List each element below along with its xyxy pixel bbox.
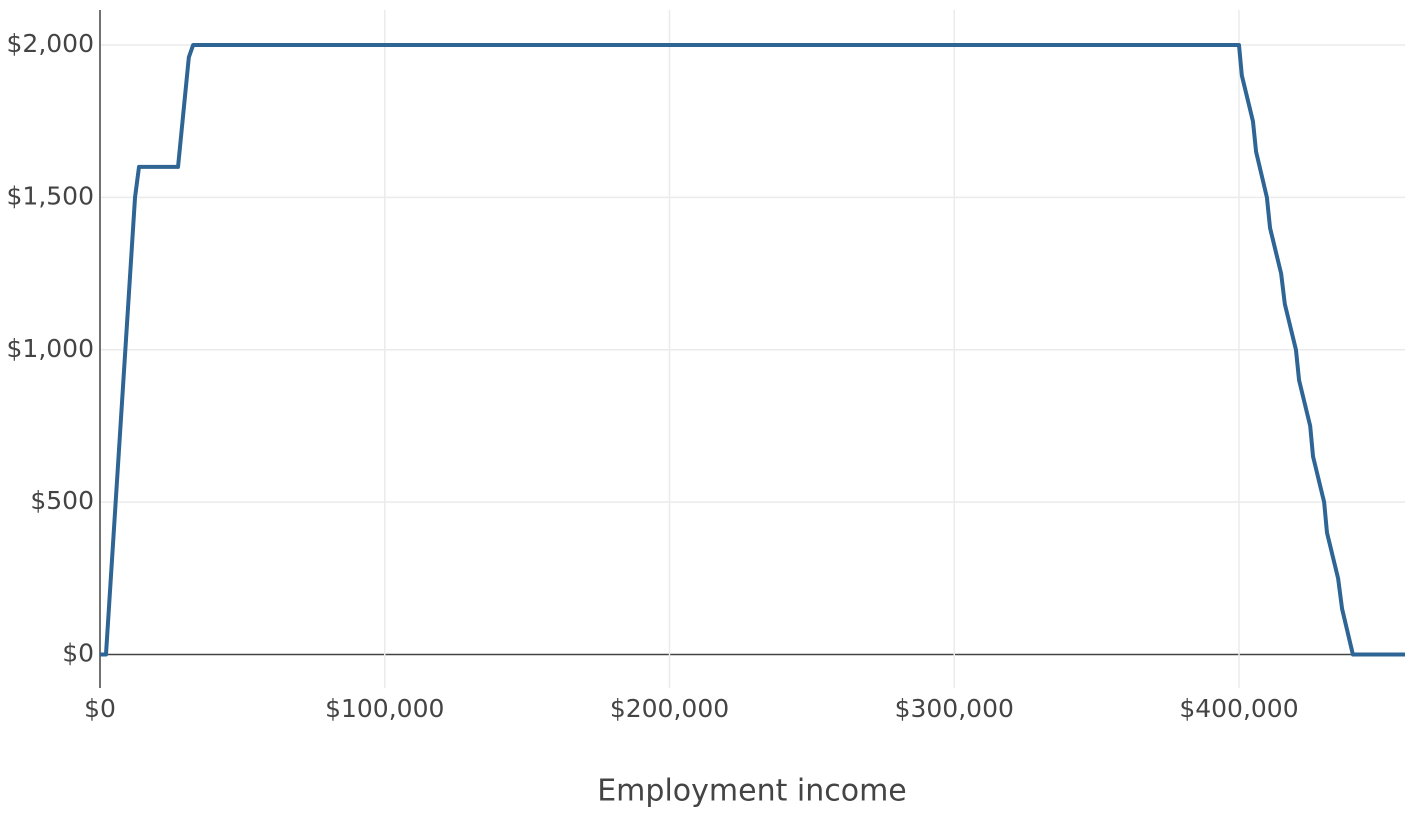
y-tick-label: $1,000 <box>7 334 94 363</box>
y-tick-label: $1,500 <box>7 181 94 210</box>
x-tick-label: $200,000 <box>610 694 729 723</box>
x-tick-label: $300,000 <box>895 694 1014 723</box>
y-tick-label: $500 <box>30 486 94 515</box>
x-tick-label: $400,000 <box>1179 694 1298 723</box>
y-tick-label: $0 <box>62 638 94 667</box>
y-tick-label: $2,000 <box>7 29 94 58</box>
x-tick-label: $100,000 <box>325 694 444 723</box>
x-axis-title: Employment income <box>597 774 907 809</box>
x-tick-label: $0 <box>84 694 116 723</box>
line-series <box>100 43 1405 657</box>
